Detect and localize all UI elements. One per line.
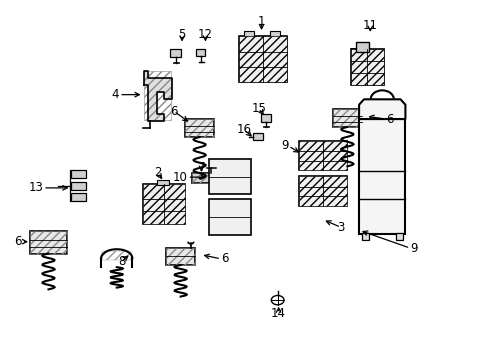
Bar — [355, 41, 368, 51]
Bar — [358, 119, 405, 234]
Bar — [332, 109, 361, 127]
Text: 3: 3 — [337, 221, 344, 234]
Bar — [332, 109, 361, 127]
Text: 16: 16 — [237, 123, 251, 136]
Bar — [192, 173, 214, 183]
Text: 10: 10 — [172, 171, 187, 184]
Text: 2: 2 — [154, 166, 161, 179]
Bar — [269, 31, 279, 37]
Bar — [260, 114, 271, 122]
Bar — [157, 180, 168, 185]
Text: 5: 5 — [178, 28, 185, 41]
Text: 12: 12 — [198, 28, 213, 41]
Bar — [102, 251, 131, 260]
Bar — [350, 49, 383, 85]
Bar — [299, 140, 346, 170]
Text: 11: 11 — [362, 19, 377, 32]
Bar — [30, 231, 66, 253]
Text: 9: 9 — [409, 242, 417, 255]
Bar — [184, 119, 214, 137]
Bar — [30, 231, 66, 253]
Text: 1: 1 — [257, 15, 265, 28]
Text: 6: 6 — [221, 252, 228, 265]
Bar — [244, 31, 254, 37]
Bar — [395, 233, 402, 240]
Text: 15: 15 — [251, 102, 266, 115]
Text: 7: 7 — [198, 161, 205, 174]
Bar — [166, 248, 194, 265]
Bar — [209, 159, 250, 194]
Bar — [209, 199, 250, 234]
Bar — [350, 49, 383, 85]
Text: 8: 8 — [118, 255, 125, 268]
Polygon shape — [143, 71, 171, 121]
Bar — [238, 36, 287, 82]
Bar — [299, 140, 346, 170]
Bar — [71, 182, 86, 190]
Bar — [143, 184, 184, 224]
Text: 6: 6 — [385, 113, 393, 126]
Bar — [184, 119, 214, 137]
Bar — [299, 176, 346, 206]
Text: 13: 13 — [28, 181, 43, 194]
Bar — [71, 170, 86, 178]
Bar — [361, 233, 368, 240]
Bar — [143, 184, 184, 224]
Bar — [238, 36, 287, 82]
Polygon shape — [358, 99, 405, 119]
Bar — [170, 49, 181, 57]
Text: 6: 6 — [14, 235, 21, 248]
Text: 6: 6 — [170, 105, 177, 118]
Text: 9: 9 — [280, 139, 288, 152]
Bar — [166, 248, 194, 265]
Bar — [195, 49, 205, 56]
Bar — [144, 71, 171, 121]
Bar — [253, 134, 263, 140]
Bar — [192, 173, 214, 183]
Text: 4: 4 — [111, 88, 119, 101]
Text: 14: 14 — [270, 307, 285, 320]
Bar — [299, 176, 346, 206]
Bar — [71, 193, 86, 201]
